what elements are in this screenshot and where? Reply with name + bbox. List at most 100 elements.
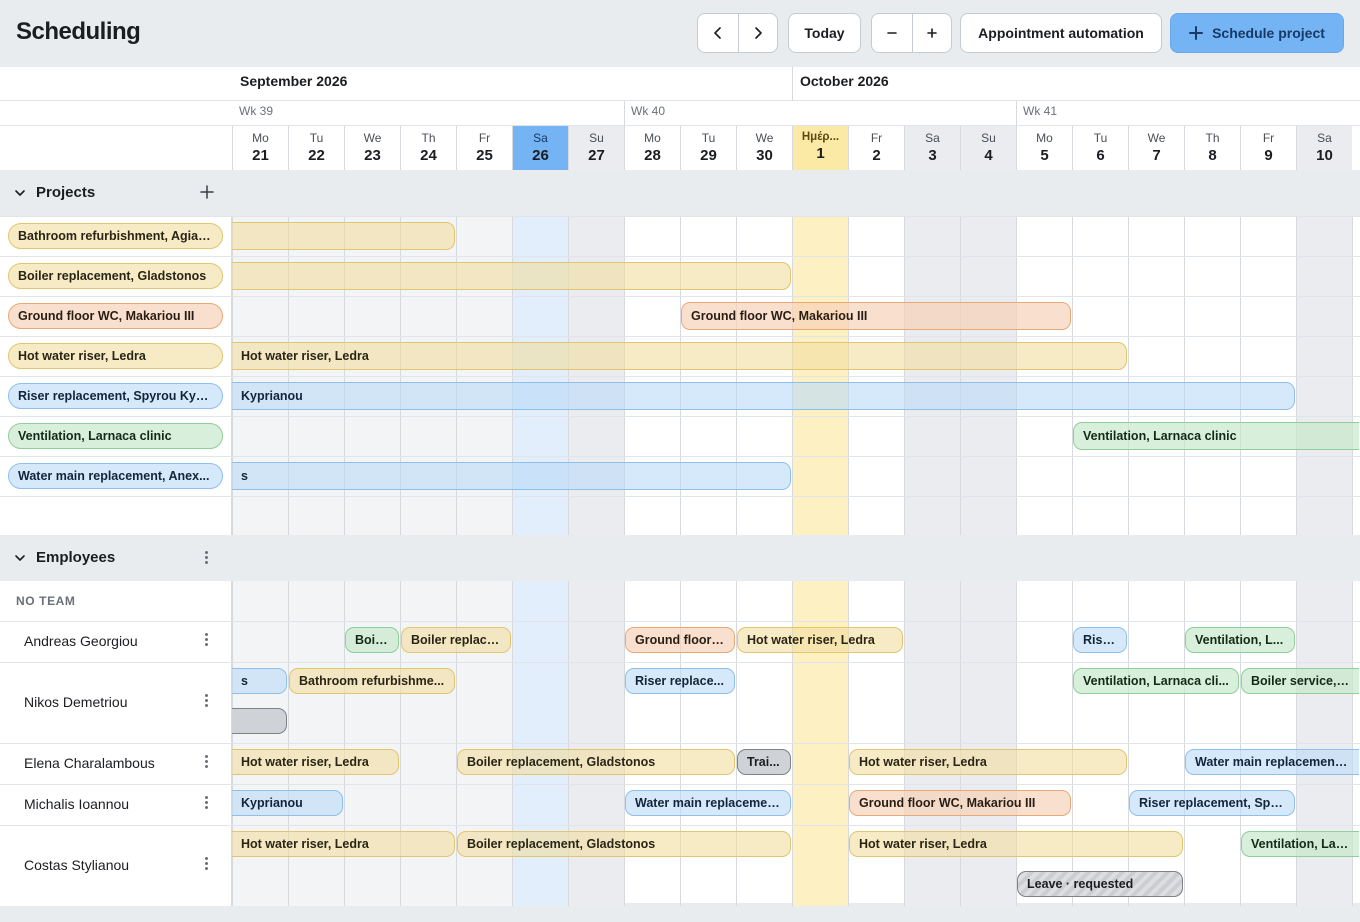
assignment-bar[interactable]: Water main replacement, An (1185, 749, 1359, 775)
day-header[interactable]: Tu 6 (1072, 126, 1128, 170)
assignment-bar[interactable]: Hot water riser, Ledra (232, 749, 399, 775)
project-bar[interactable]: Kyprianou (232, 382, 1295, 410)
assignment-label: Hot water riser, Ledra (241, 755, 369, 769)
project-bar[interactable] (232, 222, 455, 250)
day-header[interactable]: Mo 28 (624, 126, 680, 170)
week-label: Wk 40 (631, 104, 666, 118)
grid-bottom (0, 906, 1360, 922)
schedule-project-button[interactable]: Schedule project (1170, 13, 1344, 53)
project-label[interactable]: Ground floor WC, Makariou III (8, 303, 223, 329)
week-label: Wk 39 (239, 104, 274, 118)
chevron-down-icon[interactable] (13, 551, 27, 565)
day-number: 3 (928, 147, 937, 164)
projects-section-header[interactable]: Projects (0, 170, 1360, 216)
assignment-bar[interactable]: Ground floor WC, Makariou III (849, 790, 1071, 816)
assignment-bar[interactable]: Water main replacemen... (625, 790, 791, 816)
today-button[interactable]: Today (788, 13, 861, 53)
project-bar[interactable]: s (232, 462, 791, 490)
assignment-bar[interactable]: s (232, 668, 287, 694)
project-label[interactable]: Boiler replacement, Gladstonos (8, 263, 223, 289)
employee-name[interactable]: Michalis Ioannou (24, 795, 130, 812)
week-divider (624, 101, 625, 126)
project-bar-label: s (241, 469, 248, 483)
day-header[interactable]: Sa 26 (512, 126, 568, 170)
employees-section-title: Employees (36, 549, 116, 566)
assignment-bar[interactable]: Riser replacement, Spy... (1129, 790, 1295, 816)
day-header[interactable]: We 23 (344, 126, 400, 170)
day-header[interactable]: Sa 3 (904, 126, 960, 170)
assignment-bar[interactable]: Ventilation, Larnaca cli... (1073, 668, 1239, 694)
more-options-icon[interactable] (205, 794, 209, 811)
assignment-bar[interactable]: Rise... (1073, 627, 1127, 653)
more-options-icon[interactable] (205, 855, 209, 872)
assignment-bar[interactable]: Ventilation, Larnac (1241, 831, 1359, 857)
employee-name[interactable]: Elena Charalambous (24, 754, 155, 771)
page-title: Scheduling (16, 18, 141, 45)
day-header[interactable]: Tu 29 (680, 126, 736, 170)
appointment-automation-button[interactable]: Appointment automation (960, 13, 1162, 53)
project-label[interactable]: Ventilation, Larnaca clinic (8, 423, 223, 449)
day-header[interactable]: Fr 25 (456, 126, 512, 170)
day-header[interactable]: Fr 2 (848, 126, 904, 170)
row-line (0, 456, 1360, 457)
day-header[interactable]: Th 8 (1184, 126, 1240, 170)
assignment-bar[interactable] (232, 708, 287, 734)
project-label[interactable]: Water main replacement, Anex... (8, 463, 223, 489)
day-header[interactable]: Su 4 (960, 126, 1016, 170)
day-header[interactable]: We 7 (1128, 126, 1184, 170)
assignment-bar[interactable]: Kyprianou (232, 790, 343, 816)
employee-name[interactable]: Nikos Demetriou (24, 693, 128, 710)
assignment-bar[interactable]: Ground floor ... (625, 627, 735, 653)
assignment-label: Ventilation, L... (1195, 633, 1284, 647)
assignment-bar[interactable]: Boil... (345, 627, 399, 653)
assignment-bar[interactable]: Boiler replace... (401, 627, 511, 653)
assignment-bar[interactable]: Bathroom refurbishme... (289, 668, 455, 694)
assignment-bar[interactable]: Boiler service, Germ (1241, 668, 1359, 694)
day-header[interactable]: Tu 22 (288, 126, 344, 170)
more-options-icon[interactable] (205, 631, 209, 648)
previous-button[interactable] (698, 14, 738, 52)
assignment-bar[interactable]: Boiler replacement, Gladstonos (457, 831, 791, 857)
week-label: Wk 41 (1023, 104, 1058, 118)
more-options-icon[interactable] (205, 692, 209, 709)
employees-section-header[interactable]: Employees (0, 535, 1360, 581)
day-header[interactable]: Ημέρ... 1 (792, 126, 848, 170)
next-button[interactable] (737, 14, 778, 52)
assignment-bar[interactable]: Hot water riser, Ledra (232, 831, 455, 857)
minus-icon (886, 32, 897, 34)
employee-name[interactable]: Costas Stylianou (24, 856, 130, 873)
day-number: 23 (364, 147, 381, 164)
project-bar[interactable] (232, 262, 791, 290)
more-options-icon[interactable] (205, 753, 209, 770)
day-header[interactable]: We 30 (736, 126, 792, 170)
project-bar[interactable]: Hot water riser, Ledra (232, 342, 1127, 370)
project-name: Water main replacement, Anex... (18, 469, 210, 483)
chevron-down-icon[interactable] (13, 186, 27, 200)
assignment-bar[interactable]: Hot water riser, Ledra (849, 749, 1127, 775)
day-header[interactable]: Mo 5 (1016, 126, 1072, 170)
assignment-bar[interactable]: Ventilation, L... (1185, 627, 1295, 653)
day-header[interactable]: Th 24 (400, 126, 456, 170)
more-options-icon[interactable] (205, 549, 209, 566)
project-label[interactable]: Riser replacement, Spyrou Kyp... (8, 383, 223, 409)
day-header[interactable]: Fr 9 (1240, 126, 1296, 170)
day-name: Tu (309, 131, 324, 145)
project-label[interactable]: Hot water riser, Ledra (8, 343, 223, 369)
day-header[interactable]: Su 27 (568, 126, 624, 170)
assignment-bar[interactable]: Hot water riser, Ledra (849, 831, 1183, 857)
assignment-bar[interactable]: Boiler replacement, Gladstonos (457, 749, 735, 775)
zoom-out-button[interactable] (872, 14, 912, 52)
employee-name[interactable]: Andreas Georgiou (24, 632, 138, 649)
assignment-bar[interactable]: Leave · requested (1017, 871, 1183, 897)
add-project-button[interactable] (199, 184, 215, 200)
project-bar[interactable]: Ventilation, Larnaca clinic (1073, 422, 1359, 450)
assignment-bar[interactable]: Trai... (737, 749, 791, 775)
day-header[interactable]: Mo 21 (232, 126, 288, 170)
zoom-in-button[interactable] (911, 14, 952, 52)
project-label[interactable]: Bathroom refurbishment, Agias... (8, 223, 223, 249)
assignment-bar[interactable]: Riser replace... (625, 668, 735, 694)
day-header[interactable]: Sa 10 (1296, 126, 1352, 170)
project-bar[interactable]: Ground floor WC, Makariou III (681, 302, 1071, 330)
assignment-bar[interactable]: Hot water riser, Ledra (737, 627, 903, 653)
day-number: 25 (476, 147, 493, 164)
